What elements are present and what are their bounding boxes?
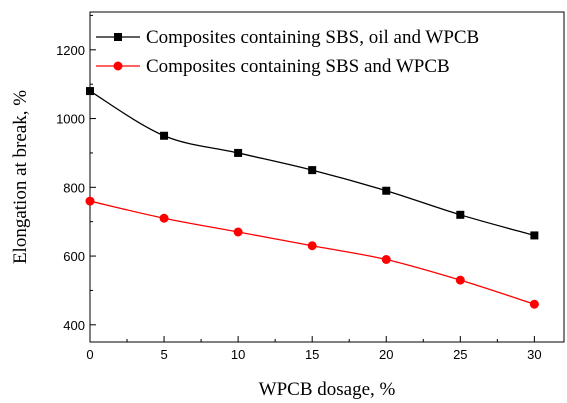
x-tick-label: 0 <box>86 347 93 362</box>
data-point <box>234 148 243 157</box>
y-tick-label: 1000 <box>56 112 85 127</box>
legend-label: Composites containing SBS and WPCB <box>146 56 450 77</box>
plot-frame <box>89 11 565 343</box>
data-point <box>381 255 391 264</box>
data-point <box>159 213 169 223</box>
data-point <box>530 231 539 240</box>
data-point <box>456 210 465 219</box>
x-tick-label: 20 <box>379 347 393 362</box>
x-axis: 0 5 10 15 20 25 30 <box>86 336 542 362</box>
x-tick-label: 25 <box>453 347 467 362</box>
data-point <box>233 227 243 237</box>
legend-item: Composites containing SBS and WPCB <box>96 56 450 77</box>
y-axis-label: Elongation at break, % <box>10 90 31 264</box>
x-tick-label: 5 <box>160 347 167 362</box>
data-point <box>382 186 391 195</box>
data-point <box>160 131 169 140</box>
y-tick-label: 400 <box>63 318 85 333</box>
series-line <box>89 90 535 237</box>
data-point <box>308 166 317 175</box>
series-layer <box>85 87 539 309</box>
x-tick-label: 30 <box>527 347 541 362</box>
data-point <box>86 87 94 96</box>
legend-item: Composites containing SBS, oil and WPCB <box>96 27 479 48</box>
x-tick-label: 15 <box>305 347 319 362</box>
plot-area-border <box>89 11 565 343</box>
y-axis: 400 600 800 1000 1200 <box>56 14 96 333</box>
legend-label: Composites containing SBS, oil and WPCB <box>146 27 479 48</box>
y-tick-label: 1200 <box>56 43 85 58</box>
y-tick-label: 800 <box>63 180 85 195</box>
legend: Composites containing SBS, oil and WPCB C… <box>96 27 479 77</box>
legend-marker <box>113 61 123 71</box>
x-axis-label: WPCB dosage, % <box>259 379 396 400</box>
data-point <box>529 299 539 309</box>
legend-marker <box>114 33 122 41</box>
data-point <box>455 275 465 285</box>
series-1 <box>85 196 539 309</box>
y-tick-label: 600 <box>63 249 85 264</box>
data-point <box>307 241 317 251</box>
x-tick-label: 10 <box>231 347 245 362</box>
data-point <box>85 196 95 206</box>
series-0 <box>86 87 539 240</box>
